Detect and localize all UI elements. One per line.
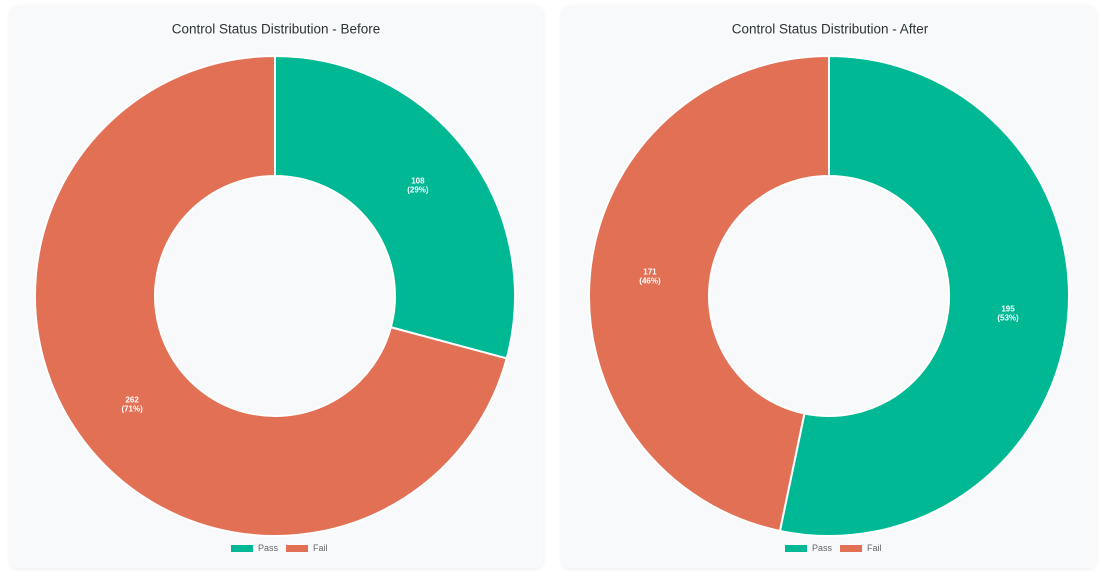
legend-swatch (785, 545, 807, 552)
legend-label: Pass (812, 543, 833, 553)
legend-swatch (231, 545, 253, 552)
legend-swatch (840, 545, 863, 552)
percent-label: (71%) (121, 405, 143, 414)
value-label: 108 (411, 177, 425, 186)
legend-label: Pass (258, 543, 279, 553)
percent-label: (29%) (407, 186, 429, 195)
chart-title: Control Status Distribution - After (732, 22, 929, 37)
chart-title: Control Status Distribution - Before (172, 22, 381, 37)
value-label: 262 (125, 396, 139, 405)
donut-slice (34, 54, 508, 537)
percent-label: (53%) (997, 314, 1019, 323)
percent-label: (46%) (639, 277, 661, 286)
legend-label: Fail (867, 543, 882, 553)
value-label: 195 (1001, 305, 1015, 314)
value-label: 171 (643, 268, 657, 277)
donut-slice (588, 54, 830, 533)
legend-label: Fail (313, 543, 328, 553)
donut-slice (778, 54, 1070, 537)
legend-swatch (286, 545, 309, 552)
donut-slice (274, 54, 516, 360)
